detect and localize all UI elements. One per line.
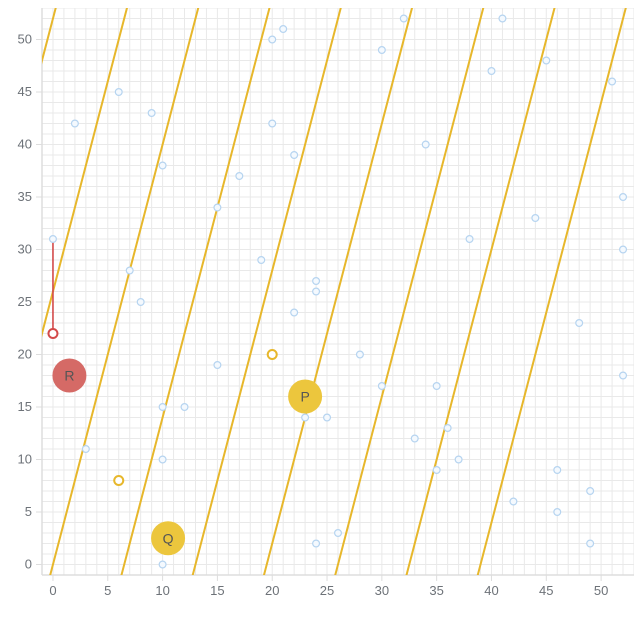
x-tick-label: 5: [104, 583, 111, 598]
y-tick-label: 25: [18, 294, 32, 309]
chart-container: P Q R 0 5 10 15 20 25 30 35 40 45 50 0 5 10 15 20 25 30 35 40 4…: [0, 0, 642, 617]
annotation-label-q: Q: [163, 530, 174, 546]
x-tick-label: 0: [49, 583, 56, 598]
x-tick-label: 50: [594, 583, 608, 598]
x-tick-label: 10: [155, 583, 169, 598]
y-tick-label: 50: [18, 32, 32, 47]
x-tick-label: 35: [429, 583, 443, 598]
annotation-label-p: P: [300, 389, 309, 405]
x-tick-label: 45: [539, 583, 553, 598]
x-tick-label: 15: [210, 583, 224, 598]
y-tick-label: 5: [25, 504, 32, 519]
y-tick-label: 40: [18, 137, 32, 152]
y-tick-label: 15: [18, 399, 32, 414]
x-tick-label: 30: [375, 583, 389, 598]
x-tick-label: 20: [265, 583, 279, 598]
y-tick-label: 30: [18, 242, 32, 257]
y-tick-label: 20: [18, 347, 32, 362]
y-tick-label: 0: [25, 557, 32, 572]
y-tick-label: 35: [18, 189, 32, 204]
y-tick-label: 10: [18, 452, 32, 467]
annotation-label-r: R: [64, 368, 74, 384]
y-tick-label: 45: [18, 84, 32, 99]
x-tick-label: 40: [484, 583, 498, 598]
chart-svg: P Q R 0 5 10 15 20 25 30 35 40 45 50 0 5 10 15 20 25 30 35 40 4…: [0, 0, 642, 617]
x-tick-label: 25: [320, 583, 334, 598]
